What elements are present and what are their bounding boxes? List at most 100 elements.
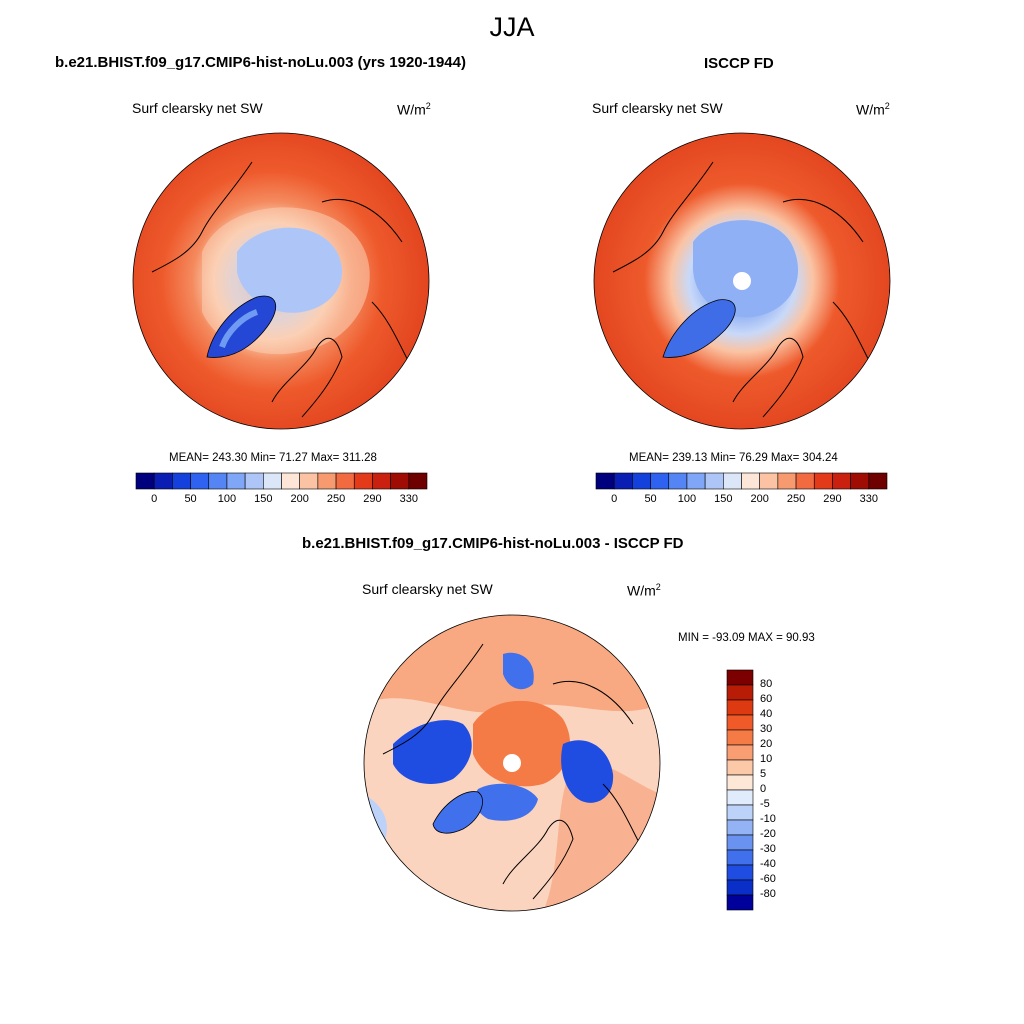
colorbar-tick-label: -60 <box>760 873 776 885</box>
colorbar-swatch <box>632 472 651 490</box>
colorbar-swatch <box>741 472 760 490</box>
colorbar-swatch <box>813 472 833 490</box>
colorbar-tick-label: 80 <box>760 678 773 690</box>
panel1-colorbar <box>135 472 428 490</box>
panel3-polar-map <box>363 614 661 912</box>
colorbar-tick-label: 5 <box>760 768 767 780</box>
colorbar-swatch <box>726 819 754 836</box>
panel3-units: W/m2 <box>627 582 661 599</box>
panel3-colorbar <box>726 669 754 911</box>
panel1-units: W/m2 <box>397 101 431 118</box>
colorbar-swatch <box>850 472 870 490</box>
colorbar-tick-label: -30 <box>760 843 776 855</box>
panel2-ice-cap <box>693 220 799 318</box>
colorbar-swatch <box>408 472 428 490</box>
colorbar-tick-label: 250 <box>326 493 346 505</box>
colorbar-swatch <box>595 472 615 490</box>
panel2-variable: Surf clearsky net SW <box>592 100 723 116</box>
colorbar-tick-label: 150 <box>714 493 733 505</box>
colorbar-tick-label: 150 <box>254 493 273 505</box>
colorbar-swatch <box>650 472 670 490</box>
colorbar-swatch <box>172 472 191 490</box>
colorbar-swatch <box>726 834 754 851</box>
colorbar-swatch <box>726 699 754 716</box>
colorbar-tick-label: 30 <box>760 723 773 735</box>
colorbar-swatch <box>135 472 155 490</box>
panel1-stats: MEAN= 243.30 Min= 71.27 Max= 311.28 <box>169 452 377 464</box>
panel3-blue-pacific <box>503 652 534 690</box>
colorbar-tick-label: 290 <box>823 493 842 505</box>
colorbar-swatch <box>668 472 688 490</box>
colorbar-swatch <box>726 864 754 881</box>
colorbar-swatch <box>372 472 391 490</box>
colorbar-tick-label: 10 <box>760 753 773 765</box>
colorbar-tick-label: 200 <box>750 493 769 505</box>
colorbar-swatch <box>244 472 264 490</box>
panel2-colorbar <box>595 472 888 490</box>
colorbar-tick-label: 250 <box>786 493 806 505</box>
colorbar-tick-label: 290 <box>363 493 382 505</box>
colorbar-swatch <box>190 472 210 490</box>
colorbar-swatch <box>795 472 815 490</box>
panel3-blue-canada <box>393 720 472 784</box>
figure-title: JJA <box>489 12 535 42</box>
panel3-variable: Surf clearsky net SW <box>362 581 493 597</box>
colorbar-swatch <box>686 472 706 490</box>
colorbar-swatch <box>613 472 633 490</box>
colorbar-swatch <box>726 789 754 806</box>
colorbar-swatch <box>726 849 754 866</box>
panel2-polar-map <box>593 132 891 430</box>
colorbar-tick-label: -10 <box>760 813 776 825</box>
colorbar-tick-label: -40 <box>760 858 776 870</box>
colorbar-tick-label: 0 <box>760 783 767 795</box>
panel3-stats: MIN = -93.09 MAX = 90.93 <box>678 632 815 644</box>
colorbar-swatch <box>832 472 851 490</box>
panel1-title: b.e21.BHIST.f09_g17.CMIP6-hist-noLu.003 … <box>55 54 466 71</box>
colorbar-tick-label: 50 <box>184 493 197 505</box>
panel3-title: b.e21.BHIST.f09_g17.CMIP6-hist-noLu.003 … <box>302 535 684 552</box>
colorbar-swatch <box>153 472 173 490</box>
panel3-blue-asia <box>561 740 614 803</box>
colorbar-tick-label: 100 <box>217 493 237 505</box>
colorbar-swatch <box>726 894 754 911</box>
panel2-greenland <box>663 299 736 358</box>
panel1-europe-coast <box>271 337 343 418</box>
panel2-colorbar-labels: 0 50 100 150 200 250 290 330 <box>596 493 887 507</box>
colorbar-swatch <box>777 472 797 490</box>
colorbar-swatch <box>726 879 754 896</box>
colorbar-tick-label: 330 <box>859 493 878 505</box>
panel3-arctic-warm <box>473 700 571 787</box>
colorbar-tick-label: 330 <box>399 493 418 505</box>
colorbar-swatch <box>726 669 754 686</box>
colorbar-tick-label: 60 <box>760 693 773 705</box>
colorbar-swatch <box>208 472 228 490</box>
colorbar-swatch <box>335 472 355 490</box>
colorbar-tick-label: -5 <box>760 798 770 810</box>
colorbar-tick-label: 100 <box>677 493 697 505</box>
colorbar-swatch <box>726 804 754 821</box>
colorbar-swatch <box>868 472 888 490</box>
colorbar-swatch <box>317 472 337 490</box>
colorbar-swatch <box>299 472 319 490</box>
colorbar-swatch <box>226 472 246 490</box>
colorbar-tick-label: 0 <box>611 493 618 505</box>
colorbar-swatch <box>759 472 779 490</box>
colorbar-swatch <box>726 774 754 791</box>
colorbar-swatch <box>281 472 300 490</box>
colorbar-tick-label: -80 <box>760 888 776 900</box>
colorbar-swatch <box>353 472 373 490</box>
colorbar-tick-label: 200 <box>290 493 309 505</box>
panel2-units: W/m2 <box>856 101 890 118</box>
colorbar-swatch <box>726 729 754 746</box>
panel3-pole-mask <box>503 754 521 772</box>
colorbar-swatch <box>726 744 754 761</box>
panel1-polar-map <box>132 132 430 430</box>
colorbar-swatch <box>704 472 724 490</box>
colorbar-swatch <box>390 472 410 490</box>
panel2-pole-mask <box>733 272 751 290</box>
panel1-ice-cap <box>237 227 343 313</box>
colorbar-swatch <box>726 714 754 731</box>
panel3-colorbar-labels: 80 60 40 30 20 10 5 0 -5 -10 -20 -30 -40 -60 -80 <box>758 670 818 910</box>
panel3-blue-greenland <box>433 791 483 834</box>
colorbar-swatch <box>723 472 742 490</box>
